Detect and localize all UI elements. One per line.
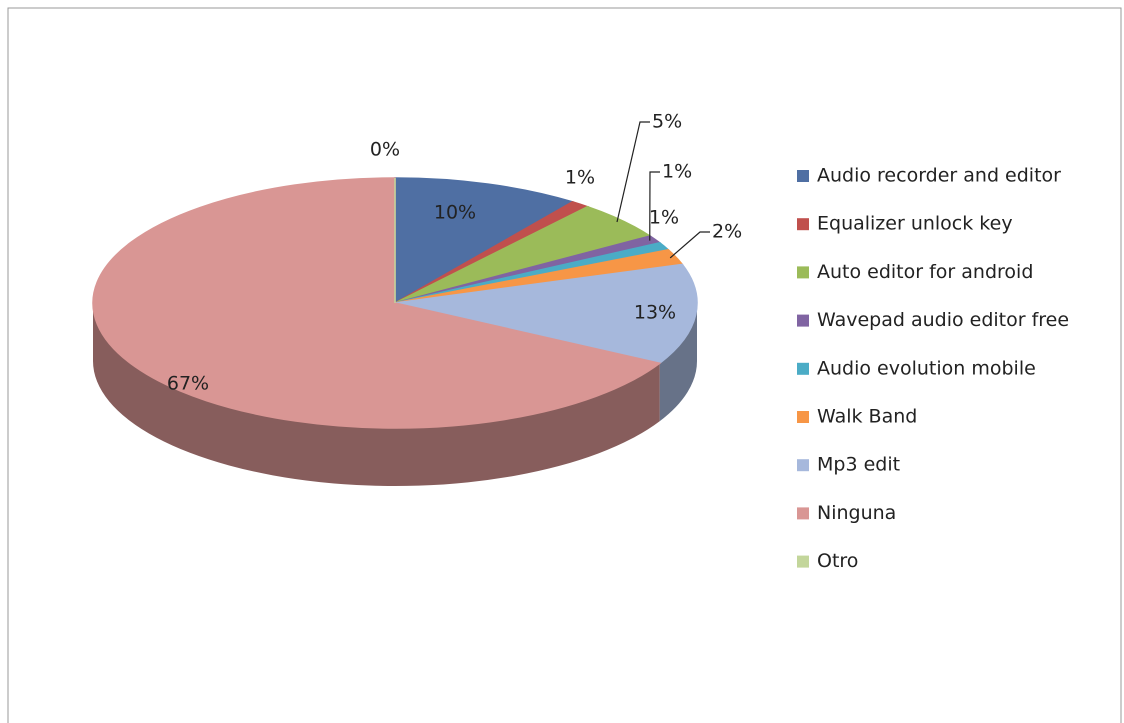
data-label: 1%: [662, 161, 692, 183]
chart-frame: [7, 7, 1122, 723]
data-label: 1%: [565, 167, 595, 189]
legend-label: Equalizer unlock key: [817, 213, 1013, 235]
data-label: 67%: [167, 373, 209, 395]
legend-label: Otro: [817, 550, 858, 572]
data-label: 0%: [370, 139, 400, 161]
legend-swatch: [797, 411, 809, 423]
data-label: 5%: [652, 111, 682, 133]
leader-line: [616, 121, 650, 223]
legend-swatch: [797, 266, 809, 279]
legend-label: Auto editor for android: [817, 261, 1033, 283]
slice: [92, 177, 662, 429]
slice: [394, 263, 698, 365]
leader-line: [649, 171, 660, 241]
slice-side: [92, 303, 660, 487]
legend-label: Walk Band: [817, 406, 917, 428]
legend-swatch: [797, 170, 809, 182]
legend-swatch: [797, 555, 809, 568]
legend-swatch: [797, 218, 809, 231]
legend-swatch: [797, 459, 809, 472]
legend-label: Audio recorder and editor: [817, 165, 1061, 187]
legend-label: Audio evolution mobile: [817, 357, 1036, 379]
leader-line: [669, 231, 710, 259]
slice: [394, 177, 575, 305]
legend-label: Ninguna: [817, 502, 896, 524]
slice-side: [659, 303, 697, 422]
data-label: 10%: [434, 202, 476, 224]
legend-swatch: [797, 507, 809, 520]
data-label: 2%: [712, 221, 742, 243]
legend-swatch: [797, 314, 809, 327]
data-label: 13%: [634, 302, 676, 324]
data-label: 1%: [649, 207, 679, 229]
legend-label: Mp3 edit: [817, 454, 900, 476]
legend-swatch: [797, 362, 809, 375]
legend-label: Wavepad audio editor free: [817, 309, 1069, 331]
